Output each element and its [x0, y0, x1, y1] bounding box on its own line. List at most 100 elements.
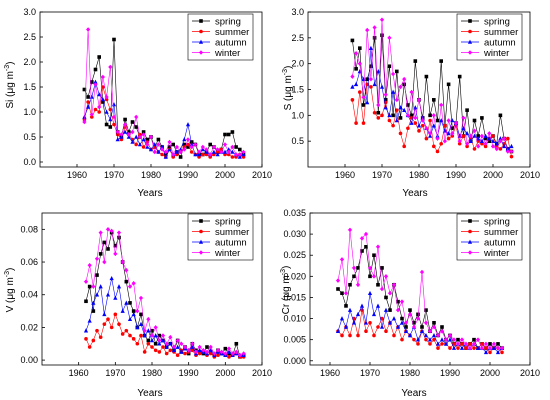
data-point-summer	[142, 350, 147, 354]
data-point-spring	[145, 137, 150, 142]
legend-label-autumn: autumn	[215, 38, 247, 49]
data-point-autumn	[446, 131, 451, 136]
data-point-winter	[208, 344, 213, 350]
data-point-winter	[419, 269, 425, 275]
data-point-summer	[201, 152, 205, 157]
data-point-winter	[467, 345, 473, 351]
data-point-winter	[472, 128, 477, 134]
data-point-summer	[117, 322, 121, 326]
data-point-summer	[472, 346, 476, 350]
data-point-spring	[358, 46, 362, 50]
x-tick-label: 1960	[69, 368, 89, 378]
y-tick-label: 2.0	[23, 57, 36, 67]
y-tick-label: 0.06	[20, 257, 38, 267]
data-point-summer	[376, 116, 381, 120]
legend-marker-autumn	[198, 239, 204, 244]
data-point-autumn	[359, 303, 365, 308]
data-point-winter	[413, 115, 418, 121]
data-point-winter	[127, 284, 133, 289]
data-point-autumn	[379, 84, 385, 89]
data-point-autumn	[115, 137, 120, 142]
data-point-spring	[400, 316, 404, 321]
data-point-autumn	[498, 136, 503, 141]
data-point-winter	[411, 324, 417, 330]
data-point-winter	[439, 328, 445, 334]
legend-marker-winter	[467, 50, 473, 55]
data-point-winter	[415, 316, 421, 321]
x-tick-label: 2010	[252, 368, 272, 378]
y-tick-label: 1.5	[23, 82, 36, 92]
data-point-winter	[376, 102, 381, 108]
data-point-autumn	[383, 307, 389, 312]
data-point-summer	[98, 335, 103, 340]
data-point-winter	[138, 295, 144, 301]
x-tick-label: 2000	[483, 170, 503, 180]
data-point-autumn	[226, 349, 232, 354]
data-point-autumn	[108, 117, 113, 122]
x-axis-label: Years	[137, 188, 162, 199]
data-point-winter	[491, 341, 497, 347]
data-point-winter	[428, 131, 433, 136]
data-point-autumn	[109, 275, 114, 281]
data-point-autumn	[435, 133, 440, 138]
data-point-spring	[139, 312, 143, 317]
data-point-winter	[156, 142, 161, 147]
data-point-winter	[479, 345, 485, 351]
y-axis-label: V (μg m-3)	[4, 268, 16, 313]
data-point-autumn	[435, 341, 441, 346]
data-point-winter	[226, 149, 231, 155]
data-point-autumn	[415, 337, 421, 342]
data-point-spring	[150, 328, 154, 333]
y-tick-label: 0.000	[283, 356, 306, 366]
y-tick-label: 3.0	[23, 7, 36, 17]
legend-label-summer: summer	[215, 27, 249, 38]
data-point-summer	[208, 351, 213, 356]
data-point-spring	[167, 145, 172, 149]
data-point-spring	[457, 74, 462, 79]
data-point-spring	[498, 113, 503, 118]
data-point-winter	[190, 341, 195, 347]
data-point-winter	[403, 320, 409, 326]
data-point-spring	[182, 142, 187, 147]
data-point-spring	[472, 118, 477, 123]
data-point-winter	[499, 345, 505, 351]
data-point-winter	[431, 324, 437, 330]
data-point-winter	[145, 142, 150, 147]
data-point-summer	[450, 134, 455, 138]
data-point-spring	[157, 333, 162, 338]
legend-label-autumn: autumn	[484, 38, 516, 49]
data-point-summer	[440, 342, 444, 346]
data-point-autumn	[427, 337, 433, 342]
data-point-winter	[420, 118, 425, 123]
data-point-autumn	[111, 102, 117, 107]
legend-marker-spring	[468, 219, 472, 223]
data-point-winter	[179, 341, 184, 347]
data-point-winter	[468, 133, 473, 139]
data-point-autumn	[148, 147, 154, 152]
data-point-autumn	[152, 142, 157, 147]
data-point-winter	[174, 144, 179, 150]
data-point-summer	[364, 329, 368, 334]
data-point-autumn	[215, 152, 220, 157]
data-point-summer	[464, 346, 468, 350]
data-point-spring	[369, 64, 373, 69]
data-point-summer	[417, 129, 421, 133]
data-point-winter	[446, 118, 451, 123]
panel-v: V (μg m-3) Years 1960 1970 1980 1990 2000 201…	[4, 212, 272, 399]
data-point-winter	[142, 328, 147, 333]
data-point-winter	[371, 274, 377, 279]
data-point-winter	[424, 125, 429, 131]
data-point-summer	[472, 147, 477, 151]
data-point-winter	[89, 112, 94, 117]
data-point-winter	[171, 344, 177, 350]
data-point-winter	[186, 347, 191, 353]
data-point-winter	[104, 94, 109, 100]
data-point-summer	[460, 342, 464, 346]
data-point-summer	[369, 85, 373, 89]
data-point-spring	[238, 147, 242, 152]
data-point-autumn	[465, 131, 470, 136]
data-point-summer	[443, 123, 447, 128]
data-point-winter	[398, 84, 403, 90]
data-point-winter	[502, 136, 507, 141]
